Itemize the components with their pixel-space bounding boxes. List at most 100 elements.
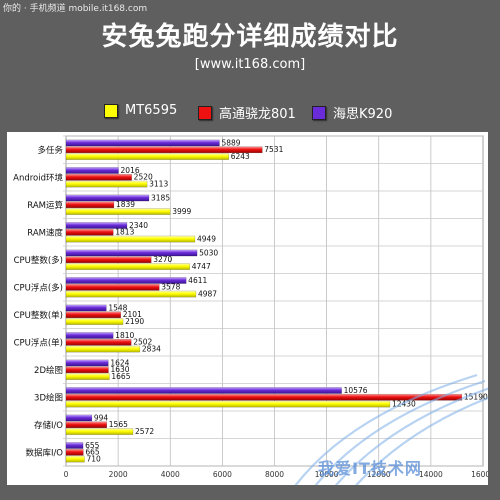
x-tick-label: 14000 [419,470,443,479]
bar-mt6595 [65,153,229,160]
bar-snapdragon801 [65,393,463,401]
watermark-wave-arc [334,387,488,485]
bar-k920 [65,277,187,284]
legend-item-snapdragon801: 高通骁龙801 [198,103,296,122]
data-label-k920: 5030 [199,248,218,257]
data-label-snapdragon801: 3578 [161,283,180,292]
bar-chart: 0 2000 4000 6000 8000 10000 12000 14000 16000 多任务… [13,135,488,485]
x-tick-label: 6000 [213,470,232,479]
data-label-snapdragon801: 2502 [133,338,152,347]
bar-mt6595 [65,263,190,270]
category-label: CPU整数(单) [14,310,63,321]
data-label-mt6595: 3999 [172,207,191,216]
data-label-k920: 5889 [221,138,240,147]
data-label-k920: 2016 [121,166,140,175]
category-label: CPU浮点(单) [14,337,63,348]
data-label-snapdragon801: 1839 [116,200,135,209]
bar-k920 [65,387,342,394]
bar-k920 [65,222,128,229]
legend-swatch-k920 [312,105,326,120]
legend-swatch-mt6595 [104,103,118,118]
watermark-wave-arc [314,379,486,485]
bar-snapdragon801 [65,366,109,374]
category-label: Android环境 [13,172,63,183]
data-label-k920: 1624 [110,358,129,367]
category-label: CPU整数(多) [14,255,63,266]
category-label: RAM速度 [27,227,63,238]
x-tick-label: 16000 [471,470,488,479]
bar-mt6595 [65,400,391,408]
bar-k920 [65,359,109,367]
data-label-snapdragon801: 665 [85,448,100,457]
data-label-mt6595: 2834 [142,344,161,353]
bar-k920 [65,139,220,147]
x-tick-label: 10000 [315,470,339,479]
bar-k920 [65,167,119,174]
category-label: 3D绘图 [34,392,63,403]
data-label-snapdragon801: 1630 [110,365,129,374]
x-tick-label: 0 [64,470,69,479]
site-watermark: 我爱IT技术网 [318,459,422,478]
data-label-k920: 994 [94,413,109,422]
bar-snapdragon801 [65,201,115,209]
legend-label-snapdragon801: 高通骁龙801 [219,107,296,122]
data-label-snapdragon801: 15190 [464,393,488,402]
bar-snapdragon801 [65,173,132,181]
bar-k920 [65,249,198,257]
category-label: RAM运算 [27,200,63,211]
data-label-snapdragon801: 2520 [134,173,153,182]
legend-item-mt6595: MT6595 [104,103,177,118]
bar-k920 [65,194,150,202]
data-label-snapdragon801: 1813 [115,228,134,237]
bar-snapdragon801 [65,421,107,429]
legend-item-k920: 海思K920 [312,103,392,122]
data-label-snapdragon801: 2101 [123,310,142,319]
data-label-mt6595: 3113 [149,179,168,188]
category-label: 存储I/O [34,420,63,431]
x-tick-label: 8000 [265,470,284,479]
data-label-k920: 4611 [188,276,207,285]
category-label: CPU浮点(多) [14,282,63,293]
data-label-mt6595: 4949 [197,234,216,243]
bar-mt6595 [65,208,171,215]
watermark-wave-arc [355,396,488,485]
bar-mt6595 [65,235,196,243]
data-label-mt6595: 2190 [125,317,144,326]
legend-label-mt6595: MT6595 [125,103,178,118]
chart-area: 0 2000 4000 6000 8000 10000 12000 14000 16000 多任务… [7,132,488,485]
bar-mt6595 [65,373,110,380]
data-label-k920: 10576 [344,386,368,395]
top-watermark: 你的 · 手机频道 mobile.it168.com [3,4,148,14]
bar-mt6595 [65,290,197,298]
data-label-mt6595: 710 [87,454,102,463]
bar-k920 [65,442,84,449]
data-label-k920: 3185 [151,193,170,202]
watermark-waves [294,373,488,485]
chart-subtitle: [www.it168.com] [194,57,306,72]
bar-k920 [65,304,107,312]
bar-mt6595 [65,428,134,435]
bar-snapdragon801 [65,448,84,456]
bar-snapdragon801 [65,311,121,319]
bar-snapdragon801 [65,146,263,154]
chart-title: 安兔兔跑分详细成绩对比 [101,22,399,52]
data-label-mt6595: 4747 [192,262,211,271]
bar-k920 [65,414,93,422]
data-label-snapdragon801: 1565 [109,420,128,429]
data-label-mt6595: 2572 [135,427,154,436]
category-label: 数据库I/O [25,447,63,458]
bar-snapdragon801 [65,228,114,236]
data-label-snapdragon801: 3270 [153,255,172,264]
bar-mt6595 [65,318,124,325]
bar-mt6595 [65,345,141,353]
x-tick-label: 2000 [109,470,128,479]
data-label-k920: 1810 [115,331,134,340]
x-tick-label: 12000 [367,470,391,479]
bar-snapdragon801 [65,338,132,346]
category-label: 2D绘图 [34,365,63,376]
data-label-mt6595: 6243 [231,152,250,161]
bar-k920 [65,332,114,339]
legend: MT6595 高通骁龙801 海思K920 [0,103,500,123]
data-label-k920: 2340 [129,221,148,230]
